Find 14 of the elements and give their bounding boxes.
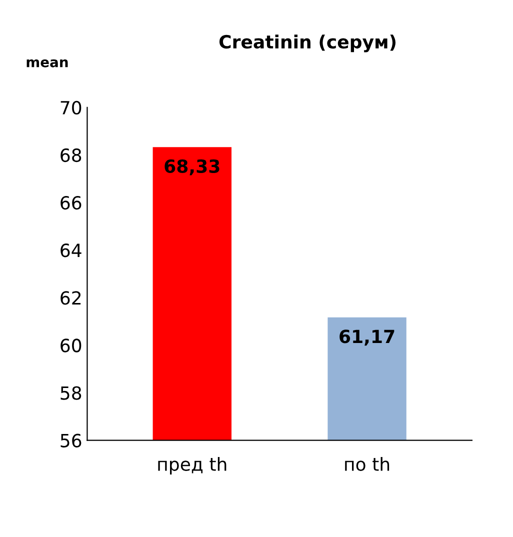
y-tick-label: 64 [60, 244, 82, 258]
chart-title: Creatinin (серум) [219, 34, 396, 52]
y-axis-title: mean [26, 59, 68, 68]
data-label: 61,17 [340, 330, 394, 346]
y-tick-label: 66 [60, 196, 82, 210]
y-tick-label: 58 [60, 386, 82, 400]
y-tick-label: 60 [60, 338, 82, 352]
y-tick-label: 56 [60, 434, 82, 448]
y-tick-label: 70 [60, 100, 82, 115]
y-tick-label: 68 [60, 148, 82, 162]
x-tick-label: по th [345, 457, 390, 471]
x-tick-label: пред th [158, 457, 226, 474]
data-label: 68,33 [164, 159, 220, 176]
y-tick-label: 62 [60, 291, 81, 305]
